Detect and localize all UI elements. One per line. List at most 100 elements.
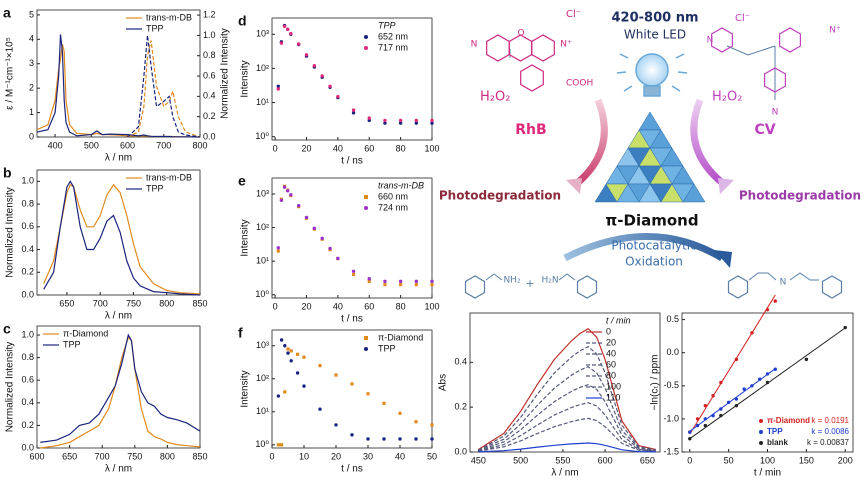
x-tick-label: 100 [424,143,439,153]
facet [638,111,662,131]
x-tick-label: 100 [760,455,775,465]
light-bulb [616,53,688,97]
point [383,118,387,123]
plot-frame [36,325,201,449]
arrow-head [718,178,734,194]
ring [821,275,843,299]
y-tick-label: -1.0 [663,413,679,423]
plus: + [525,277,534,290]
y-tick-label: 0.6 [21,375,34,385]
point [430,121,434,125]
y-tick-label: 0.8 [21,352,34,362]
y-tick-label: 2 [29,83,34,93]
panel-label: a [3,5,11,21]
series-line [127,35,201,138]
y2-tick-label: 0.6 [203,70,216,80]
y-tick-label: 0.2 [21,420,34,430]
arrow [563,233,724,262]
point [282,185,287,189]
point [334,373,338,377]
y-tick-label: 5 [29,9,34,19]
pi-diamond-structure [594,111,706,203]
y-axis-label: Intensity [240,219,251,256]
ring [710,27,734,53]
legend-swatch [759,419,763,423]
legend-label: 100 [606,381,621,391]
x-axis-label: t / ns [341,156,363,167]
atom: NH₂ [503,276,521,286]
x-tick-label: 800 [160,451,175,461]
point [366,392,370,396]
y-tick-label: 10¹ [256,406,269,416]
x-axis-label: λ / nm [105,464,132,475]
point [295,371,300,375]
point [430,437,434,441]
y-tick-label: 10⁰ [255,439,269,449]
x-axis-label: t / ns [341,314,363,325]
point [289,31,293,36]
series-line [478,442,656,453]
legend-label: π-Diamond [767,416,810,425]
point [366,437,370,441]
fit-line [689,368,776,432]
point [398,279,403,284]
ring [486,34,510,62]
point [318,364,322,368]
point [334,423,338,427]
y-tick-label: 0.6 [21,221,34,231]
y-tick-label: 10³ [256,188,269,198]
series-line [478,366,656,451]
x-tick-label: 850 [192,298,207,308]
panel-label: e [238,173,246,189]
ring [520,64,544,92]
y-tick-label: 0.0 [666,347,679,357]
point [367,277,371,281]
point [430,283,434,287]
atom: N [471,40,478,50]
point [283,344,287,348]
series-line [127,40,201,138]
point [351,108,356,112]
y2-tick-label: 0.8 [203,50,216,60]
point [328,246,332,251]
series-line [478,345,656,451]
series-line [40,333,201,443]
y-tick-label: 0.5 [666,314,679,324]
point [320,236,324,240]
legend-label: trans-m-DB [146,12,192,22]
plot-frame [271,17,433,141]
panel-label: d [238,13,247,29]
point [280,443,284,447]
legend-label: blank [767,438,788,447]
plot-frame [271,177,433,299]
x-tick-label: 40 [395,451,405,461]
point [276,246,280,250]
atom: N [772,108,779,118]
point [414,118,419,123]
y-tick-label: 0 [29,131,34,141]
point [276,443,280,447]
y2-tick-label: 0.0 [203,131,216,141]
y2-tick-label: 1.0 [203,30,216,40]
y-tick-label: 10³ [256,340,269,350]
point [336,256,340,261]
x-tick-label: 20 [302,301,312,311]
y-tick-label: 3 [29,58,34,68]
point [283,390,287,394]
point [430,118,434,123]
x-axis-label: λ / nm [105,153,132,164]
legend-value: k = 0.00837 [807,438,850,447]
legend-label: TPP [146,183,164,193]
point [296,352,300,356]
y-tick-label: 1 [29,107,34,117]
legend-swatch [364,195,368,199]
legend-value: k = 0.0086 [811,427,849,436]
y-tick-label: 10⁰ [255,289,269,299]
point [773,299,777,303]
legend-label: TPP [378,343,396,353]
legend-swatch [759,430,763,434]
y2-tick-label: 0.4 [203,91,216,101]
y-tick-label: 10² [256,222,269,232]
x-tick-label: 50 [724,455,734,465]
